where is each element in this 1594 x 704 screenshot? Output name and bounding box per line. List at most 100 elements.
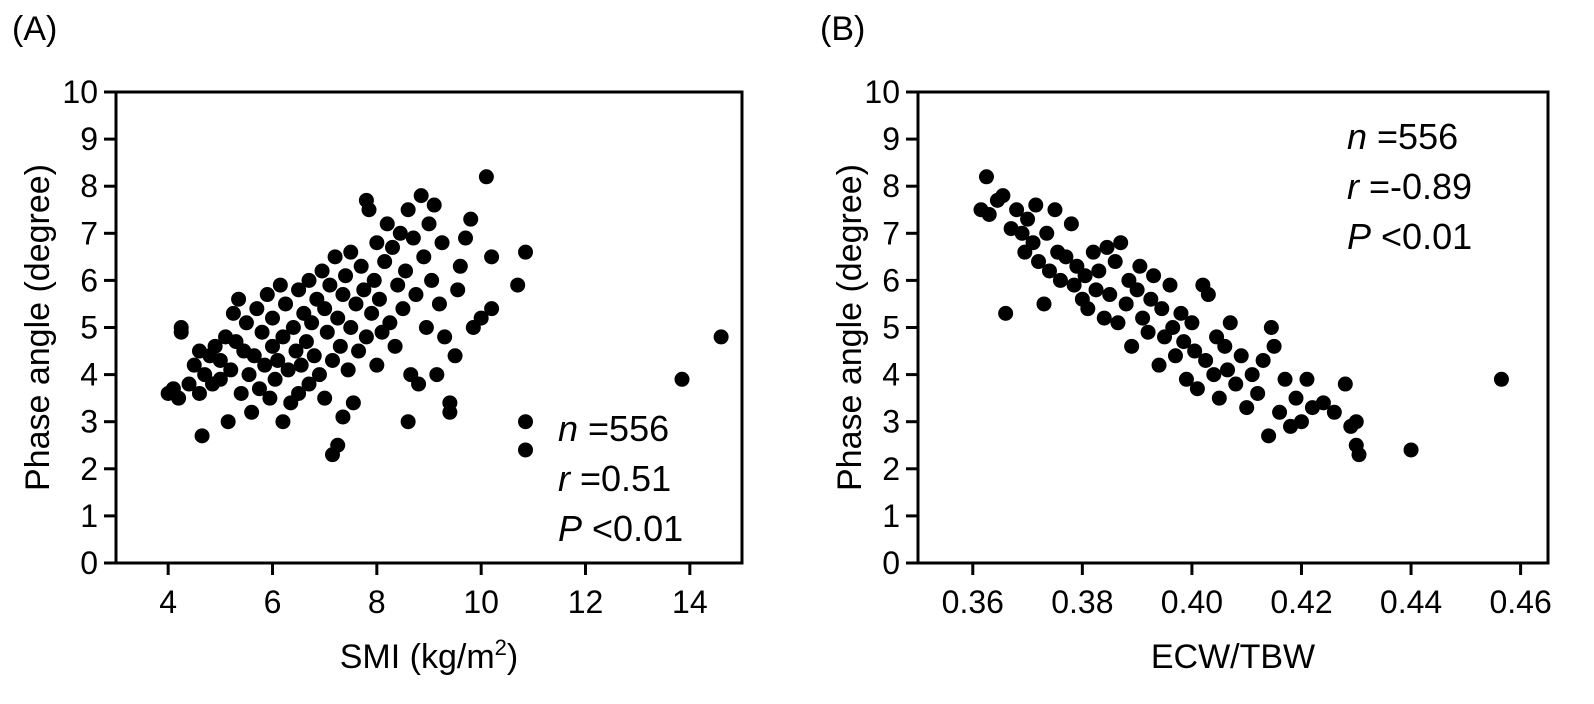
data-point xyxy=(317,390,333,406)
stat-annotation: r =0.51 xyxy=(558,458,671,499)
data-point xyxy=(1031,254,1047,270)
data-point xyxy=(1288,390,1304,406)
data-point xyxy=(340,362,356,378)
data-point xyxy=(1217,338,1233,354)
data-point xyxy=(186,357,202,373)
data-point xyxy=(304,315,320,331)
data-point xyxy=(1187,343,1203,359)
data-point xyxy=(1403,442,1419,458)
data-point xyxy=(1047,202,1063,218)
data-point xyxy=(1162,277,1178,293)
data-point xyxy=(1088,282,1104,298)
data-point xyxy=(317,301,333,317)
data-point xyxy=(265,310,280,326)
data-point xyxy=(246,348,262,364)
data-point xyxy=(1165,320,1181,335)
data-point xyxy=(1041,263,1057,279)
data-point xyxy=(1206,367,1222,383)
data-point xyxy=(424,272,440,288)
data-point xyxy=(1154,301,1170,317)
x-tick-label: 8 xyxy=(368,584,386,620)
data-point xyxy=(220,414,236,430)
data-point xyxy=(1178,371,1194,387)
data-point xyxy=(452,258,468,274)
data-point xyxy=(338,268,354,284)
data-point xyxy=(1080,301,1096,317)
data-point xyxy=(1036,296,1052,312)
data-point xyxy=(351,343,367,359)
panel-label: (A) xyxy=(12,10,57,48)
data-point xyxy=(1020,211,1036,227)
data-point xyxy=(447,348,463,364)
data-point xyxy=(1146,268,1162,284)
y-tick-label: 2 xyxy=(882,451,900,487)
data-point xyxy=(207,338,223,354)
data-point xyxy=(1272,404,1288,420)
data-point xyxy=(324,352,340,368)
y-tick-label: 7 xyxy=(882,215,900,251)
data-point xyxy=(379,216,395,232)
data-point xyxy=(285,320,301,335)
data-point xyxy=(293,357,309,373)
data-point xyxy=(291,385,307,401)
x-tick-label: 6 xyxy=(264,584,282,620)
y-tick-label: 4 xyxy=(882,357,900,393)
data-point xyxy=(1189,381,1205,397)
x-tick-label: 4 xyxy=(159,584,177,620)
y-tick-label: 0 xyxy=(882,545,900,581)
data-point xyxy=(395,301,411,317)
data-point xyxy=(1250,385,1266,401)
data-point xyxy=(343,244,359,260)
data-point xyxy=(1293,414,1309,430)
x-tick-label: 10 xyxy=(463,584,499,620)
data-point xyxy=(1052,272,1068,288)
data-point xyxy=(327,249,343,265)
data-point xyxy=(301,272,317,288)
data-point xyxy=(1091,263,1107,279)
data-point xyxy=(259,287,275,303)
data-point xyxy=(301,376,317,392)
y-tick-label: 0 xyxy=(80,545,98,581)
data-point xyxy=(173,324,189,340)
data-point xyxy=(267,371,283,387)
data-point xyxy=(1063,216,1079,232)
data-point xyxy=(1132,258,1148,274)
data-point xyxy=(1351,447,1367,463)
data-point xyxy=(265,338,280,354)
data-point xyxy=(1173,305,1189,321)
data-point xyxy=(484,249,500,265)
data-point xyxy=(275,329,291,345)
y-tick-label: 1 xyxy=(80,498,98,534)
data-point xyxy=(1198,352,1214,368)
data-point xyxy=(1263,320,1279,335)
data-point xyxy=(1129,282,1145,298)
data-point xyxy=(1244,367,1260,383)
data-point xyxy=(1277,371,1293,387)
data-point xyxy=(458,230,474,246)
y-tick-label: 1 xyxy=(882,498,900,534)
data-point xyxy=(225,305,241,321)
data-point xyxy=(390,277,406,293)
data-point xyxy=(473,310,489,326)
data-point xyxy=(1233,348,1249,364)
data-point xyxy=(343,320,359,335)
data-point xyxy=(249,301,265,317)
y-tick-label: 9 xyxy=(80,121,98,157)
data-point xyxy=(413,188,429,204)
y-tick-label: 5 xyxy=(80,310,98,346)
data-point xyxy=(369,357,385,373)
data-point xyxy=(713,329,729,345)
data-point xyxy=(1337,376,1353,392)
data-point xyxy=(429,367,445,383)
y-tick-label: 4 xyxy=(80,357,98,393)
data-point xyxy=(1228,376,1244,392)
x-axis-title: ECW/TBW xyxy=(1151,638,1315,676)
y-tick-label: 6 xyxy=(80,262,98,298)
x-tick-label: 12 xyxy=(568,584,604,620)
data-point xyxy=(238,315,254,331)
data-point xyxy=(1151,357,1167,373)
data-point xyxy=(398,263,414,279)
data-point xyxy=(1025,235,1041,251)
data-point xyxy=(1143,291,1159,307)
